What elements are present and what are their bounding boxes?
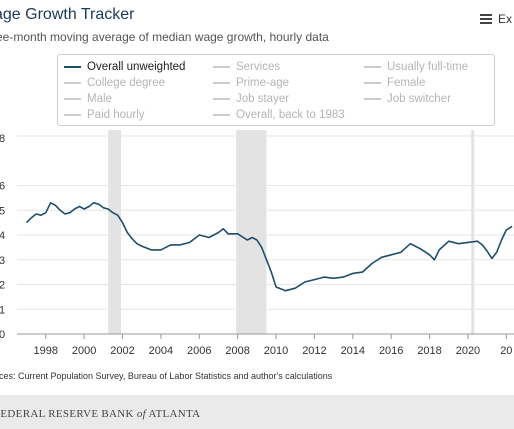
legend-swatch	[64, 98, 81, 100]
legend-swatch	[64, 66, 81, 68]
y-tick-label: 0	[0, 329, 5, 341]
footer-logo-text: FEDERAL RESERVE BANK of ATLANTA	[0, 408, 200, 420]
page-subtitle: ee-month moving average of median wage g…	[0, 30, 329, 44]
legend-swatch	[213, 98, 230, 100]
x-tick-label: 20	[500, 345, 512, 357]
legend-label: Overall unweighted	[87, 61, 186, 73]
footer-org: FEDERAL RESERVE BANK	[0, 408, 134, 420]
legend-swatch	[64, 114, 81, 116]
legend-item-overall-unweighted[interactable]: Overall unweighted	[64, 61, 185, 73]
export-menu-label: Ex	[498, 12, 513, 26]
recession-band	[236, 130, 267, 334]
x-tick-label: 2002	[110, 345, 134, 357]
legend-label: Job stayer	[236, 93, 290, 105]
x-tick-label: 2018	[417, 345, 441, 357]
x-tick-label: 2014	[341, 345, 365, 357]
footer-city: ATLANTA	[148, 408, 201, 420]
recession-band	[108, 130, 122, 334]
legend-label: Services	[236, 61, 281, 73]
legend-label: Job switcher	[387, 93, 451, 105]
legend-item-overall-back-to-1983[interactable]: Overall, back to 1983	[213, 109, 345, 121]
x-tick-label: 2012	[302, 345, 326, 357]
legend-item-prime-age[interactable]: Prime-age	[213, 77, 289, 89]
x-tick-label: 2004	[149, 345, 173, 357]
hamburger-icon	[480, 14, 492, 24]
x-tick-label: 2008	[225, 345, 249, 357]
legend-label: Male	[87, 93, 112, 105]
y-tick-label: 8	[0, 133, 5, 145]
footer-bar	[0, 395, 514, 429]
legend-label: Overall, back to 1983	[236, 109, 345, 121]
y-tick-label: 3	[0, 255, 5, 267]
legend-label: Prime-age	[236, 77, 290, 89]
legend-item-paid-hourly[interactable]: Paid hourly	[64, 109, 145, 121]
page-title: age Growth Tracker	[0, 6, 135, 23]
legend-swatch	[213, 114, 230, 116]
legend-swatch	[364, 98, 381, 100]
legend-swatch	[213, 66, 230, 68]
x-tick-label: 2020	[456, 345, 480, 357]
legend-label: Usually full-time	[387, 61, 469, 73]
x-tick-label: 2000	[72, 345, 96, 357]
legend-item-job-stayer[interactable]: Job stayer	[213, 93, 289, 105]
legend-swatch	[64, 82, 81, 84]
legend-swatch	[364, 66, 381, 68]
chart-legend: Overall unweighted Services Usually full…	[57, 54, 495, 126]
wage-growth-chart: 0 1 2 3 4 5 6 8 1998 2000 2002 2004 2006 2008 2010 2012…	[0, 130, 514, 357]
y-tick-label: 2	[0, 280, 5, 292]
legend-label: Female	[387, 77, 426, 89]
export-menu-button[interactable]: Ex	[480, 12, 512, 26]
y-tick-label: 5	[0, 205, 5, 217]
source-note: rces: Current Population Survey, Bureau …	[0, 371, 333, 381]
footer-of: of	[136, 408, 146, 420]
y-tick-label: 6	[0, 181, 5, 193]
legend-item-male[interactable]: Male	[64, 93, 112, 105]
legend-item-job-switcher[interactable]: Job switcher	[364, 93, 451, 105]
legend-item-usually-full-time[interactable]: Usually full-time	[364, 61, 468, 73]
y-tick-label: 1	[0, 304, 5, 316]
x-tick-label: 2006	[187, 345, 211, 357]
recession-band	[471, 130, 475, 334]
x-tick-label: 2016	[379, 345, 403, 357]
legend-swatch	[213, 82, 230, 84]
legend-item-female[interactable]: Female	[364, 77, 425, 89]
series-line	[26, 202, 513, 292]
legend-item-college-degree[interactable]: College degree	[64, 77, 165, 89]
legend-swatch	[364, 82, 381, 84]
legend-label: College degree	[87, 77, 166, 89]
x-tick-label: 1998	[34, 345, 58, 357]
legend-label: Paid hourly	[87, 109, 145, 121]
x-tick-label: 2010	[264, 345, 288, 357]
legend-item-services[interactable]: Services	[213, 61, 280, 73]
y-tick-label: 4	[0, 230, 5, 242]
